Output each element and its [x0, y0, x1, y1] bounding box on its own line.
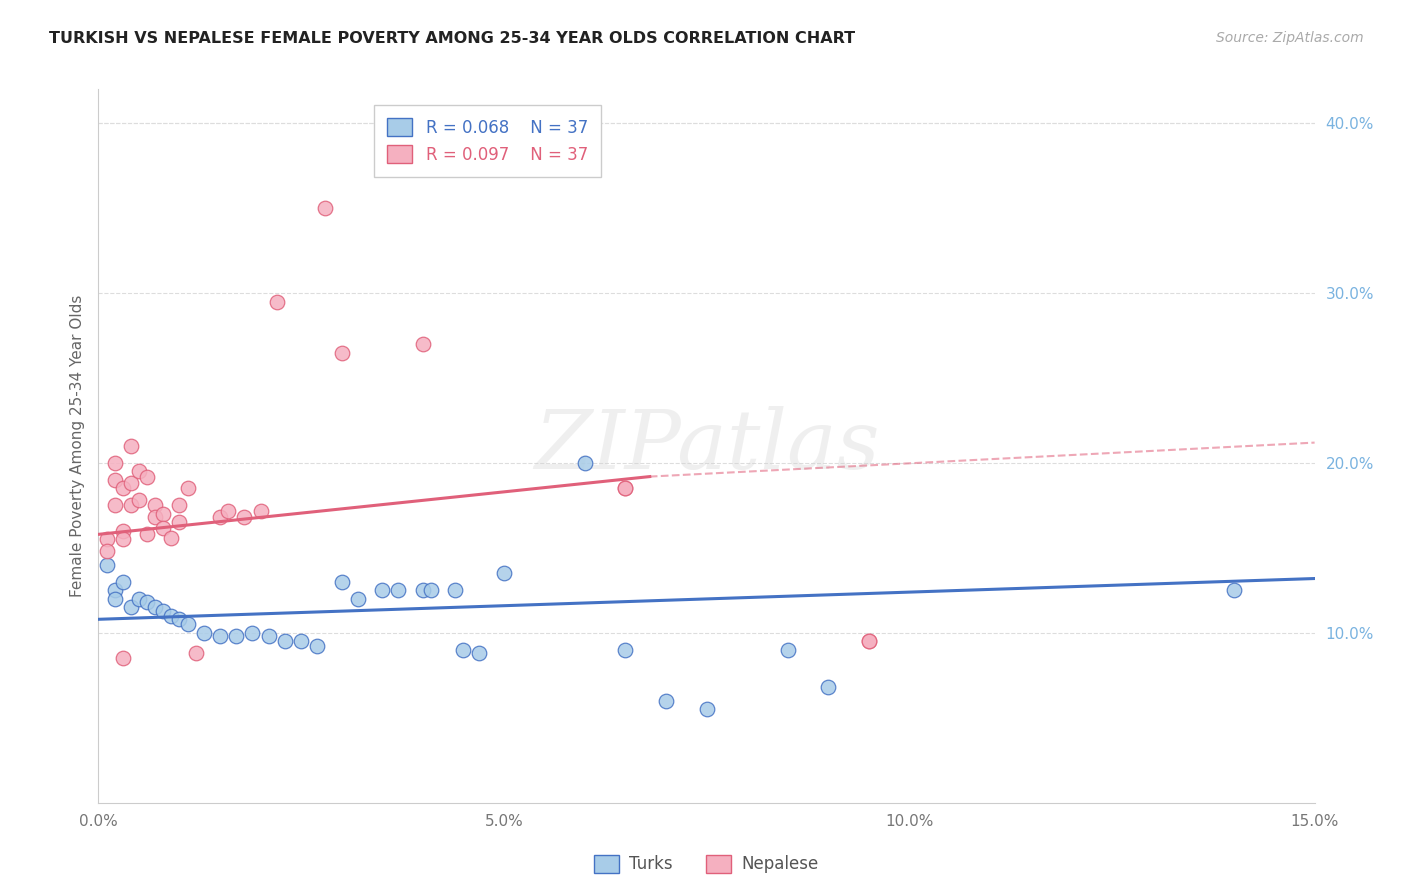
Point: [419, 583, 441, 598]
Point: [225, 629, 247, 643]
Point: [307, 640, 329, 654]
Point: [614, 643, 637, 657]
Point: [209, 629, 232, 643]
Point: [242, 626, 264, 640]
Point: [233, 510, 256, 524]
Point: [169, 499, 191, 513]
Point: [128, 591, 150, 606]
Point: [152, 604, 174, 618]
Point: [266, 294, 288, 309]
Point: [104, 591, 127, 606]
Point: [111, 533, 134, 547]
Point: [136, 527, 159, 541]
Point: [111, 524, 134, 538]
Point: [387, 583, 409, 598]
Point: [468, 646, 491, 660]
Point: [193, 626, 215, 640]
Point: [858, 634, 880, 648]
Point: [453, 643, 475, 657]
Point: [444, 583, 467, 598]
Point: [104, 456, 127, 470]
Point: [274, 634, 297, 648]
Point: [104, 583, 127, 598]
Point: [143, 499, 166, 513]
Point: [574, 456, 596, 470]
Point: [120, 476, 142, 491]
Point: [347, 591, 370, 606]
Point: [412, 337, 434, 351]
Point: [96, 558, 118, 572]
Legend: Turks, Nepalese: Turks, Nepalese: [588, 848, 825, 880]
Point: [111, 574, 134, 589]
Point: [143, 510, 166, 524]
Point: [160, 531, 183, 545]
Point: [1222, 583, 1244, 598]
Text: ZIPatlas: ZIPatlas: [534, 406, 879, 486]
Point: [104, 499, 127, 513]
Point: [136, 469, 159, 483]
Point: [217, 503, 239, 517]
Point: [184, 646, 207, 660]
Point: [314, 201, 336, 215]
Point: [176, 482, 198, 496]
Point: [412, 583, 434, 598]
Point: [152, 520, 174, 534]
Point: [330, 574, 353, 589]
Point: [152, 507, 174, 521]
Point: [96, 533, 118, 547]
Point: [169, 516, 191, 530]
Point: [120, 439, 142, 453]
Point: [696, 702, 718, 716]
Point: [290, 634, 312, 648]
Point: [160, 608, 183, 623]
Point: [492, 566, 515, 581]
Point: [143, 600, 166, 615]
Point: [614, 482, 637, 496]
Text: Source: ZipAtlas.com: Source: ZipAtlas.com: [1216, 31, 1364, 45]
Point: [169, 612, 191, 626]
Point: [371, 583, 394, 598]
Point: [817, 680, 839, 694]
Point: [128, 465, 150, 479]
Point: [104, 473, 127, 487]
Point: [111, 651, 134, 665]
Point: [655, 694, 678, 708]
Point: [136, 595, 159, 609]
Point: [209, 510, 232, 524]
Point: [120, 499, 142, 513]
Point: [111, 482, 134, 496]
Point: [776, 643, 799, 657]
Text: TURKISH VS NEPALESE FEMALE POVERTY AMONG 25-34 YEAR OLDS CORRELATION CHART: TURKISH VS NEPALESE FEMALE POVERTY AMONG…: [49, 31, 855, 46]
Point: [128, 493, 150, 508]
Point: [176, 617, 198, 632]
Point: [249, 503, 271, 517]
Point: [120, 600, 142, 615]
Point: [96, 544, 118, 558]
Point: [330, 345, 353, 359]
Point: [858, 634, 880, 648]
Y-axis label: Female Poverty Among 25-34 Year Olds: Female Poverty Among 25-34 Year Olds: [69, 295, 84, 597]
Point: [257, 629, 280, 643]
Point: [614, 482, 637, 496]
